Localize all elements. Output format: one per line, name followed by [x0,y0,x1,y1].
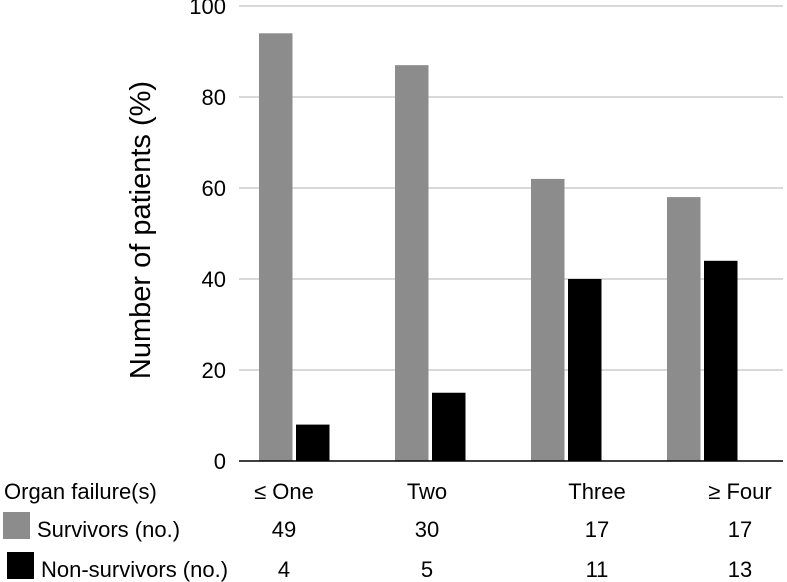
category-labels: ≤ One Two Three ≥ Four [254,479,772,504]
y-tick-label-80: 80 [202,85,226,110]
legend-label-survivors: Survivors (no.) [37,517,180,542]
count-non-survivors-two: 5 [421,557,433,582]
bar-survivors-four [667,197,701,461]
category-label-three: Three [568,479,625,504]
count-survivors-three: 17 [585,517,609,542]
gridlines [239,5,783,371]
y-axis-label: Number of patients (%) [125,81,157,379]
bar-non-survivors-two [432,392,466,461]
bar-survivors-two [395,65,429,462]
legend-swatch-survivors [3,512,30,539]
category-label-four: ≥ Four [708,479,771,504]
bar-survivors-three [531,178,565,461]
bars [259,33,738,462]
bar-survivors-one [259,33,293,462]
count-non-survivors-four: 13 [728,557,752,582]
y-axis-ticks: 0 20 40 60 80 100 [189,0,226,474]
count-non-survivors-three: 11 [586,557,609,582]
y-tick-label-0: 0 [214,449,226,474]
legend-table: Survivors (no.) 49 30 17 17 Non-survivors (no… [3,512,752,582]
count-non-survivors-one: 4 [278,557,290,582]
y-tick-label-40: 40 [202,267,226,292]
count-survivors-four: 17 [728,517,752,542]
category-label-two: Two [407,479,447,504]
bar-non-survivors-four [704,260,738,461]
category-header: Organ failure(s) [4,479,157,504]
count-survivors-two: 30 [415,517,439,542]
legend-swatch-non-survivors [7,552,34,579]
bar-non-survivors-one [296,424,330,461]
category-label-one: ≤ One [254,479,314,504]
legend-label-non-survivors: Non-survivors (no.) [41,557,228,582]
bar-non-survivors-three [568,279,602,461]
y-tick-label-60: 60 [202,176,226,201]
y-tick-label-100: 100 [189,0,226,19]
count-survivors-one: 49 [272,517,296,542]
y-tick-label-20: 20 [202,358,226,383]
